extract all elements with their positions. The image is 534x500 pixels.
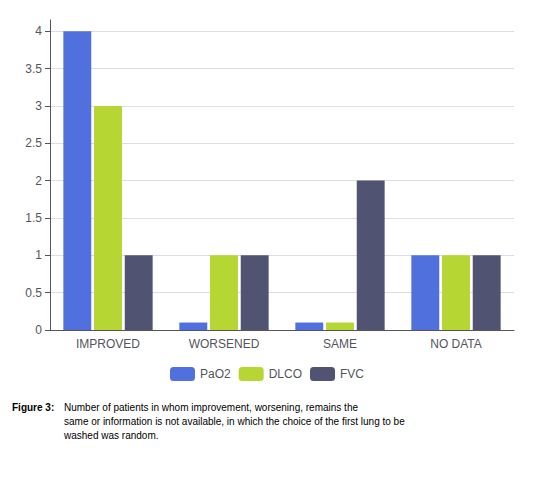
svg-text:NO DATA: NO DATA [430,337,482,351]
svg-text:4: 4 [35,24,42,38]
svg-text:Figure 3:: Figure 3: [12,402,54,413]
svg-text:DLCO: DLCO [269,367,302,381]
svg-text:2.5: 2.5 [25,136,42,150]
svg-text:washed was random.: washed was random. [63,430,159,441]
svg-text:WORSENED: WORSENED [189,337,260,351]
svg-text:FVC: FVC [340,367,364,381]
svg-text:Number of patients in whom imp: Number of patients in whom improvement, … [64,402,358,413]
svg-text:0: 0 [35,323,42,337]
svg-text:1: 1 [35,248,42,262]
svg-text:IMPROVED: IMPROVED [76,337,140,351]
svg-text:0.5: 0.5 [25,286,42,300]
svg-text:same or information is not ava: same or information is not available, in… [64,416,405,427]
svg-text:3.5: 3.5 [25,62,42,76]
svg-text:2: 2 [35,174,42,188]
svg-text:1.5: 1.5 [25,211,42,225]
svg-text:3: 3 [35,99,42,113]
svg-text:PaO2: PaO2 [200,367,231,381]
svg-text:SAME: SAME [323,337,357,351]
